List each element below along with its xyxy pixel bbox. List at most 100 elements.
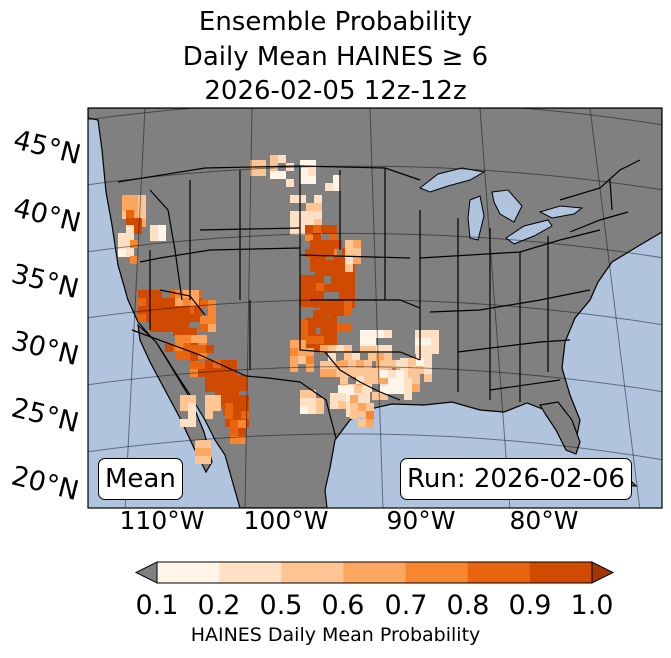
shade-cell (286, 163, 294, 171)
shade-cell (233, 395, 241, 403)
shade-cell (366, 411, 374, 419)
shade-cell (278, 171, 286, 179)
shade-cell (181, 328, 189, 336)
shade-cell (180, 403, 188, 411)
shade-cell (316, 406, 324, 414)
shade-cell (347, 276, 355, 284)
shade-cell (221, 368, 229, 376)
shade-cell (323, 260, 331, 268)
shade-cell (298, 211, 306, 219)
shade-cell (286, 179, 294, 187)
shade-cell (174, 308, 182, 316)
shade-cell (339, 268, 347, 276)
colorbar-tick-6: 0.9 (508, 590, 552, 621)
shade-cell (225, 411, 233, 419)
shade-cell (215, 375, 223, 383)
shade-cell (339, 260, 347, 268)
shade-cell (318, 248, 326, 256)
shade-cell (238, 428, 246, 436)
shade-cell (344, 353, 352, 361)
colorbar-segment (157, 562, 220, 583)
shade-cell (388, 370, 396, 378)
shade-cell (320, 300, 328, 308)
shade-cell (339, 292, 347, 300)
shade-cell (344, 300, 352, 308)
shade-cell (400, 358, 408, 366)
shade-cell (198, 345, 206, 353)
shade-cell (404, 392, 412, 400)
shade-cell (241, 411, 249, 419)
shade-cell (380, 392, 388, 400)
shade-cell (165, 344, 173, 352)
shade-cell (308, 398, 316, 406)
shade-cell (250, 168, 258, 176)
shade-cell (306, 211, 314, 219)
shade-cell (300, 275, 308, 283)
colorbar-tick-1: 0.2 (197, 590, 241, 621)
shade-cell (331, 276, 339, 284)
colorbar-segments (157, 562, 593, 583)
shade-cell (126, 225, 134, 233)
shade-cell (305, 233, 313, 241)
shade-cell (308, 168, 316, 176)
shade-cell (308, 291, 316, 299)
shade-cell (321, 225, 329, 233)
shade-cell (352, 353, 360, 361)
shade-cell (396, 370, 404, 378)
shade-cell (175, 335, 183, 343)
colorbar-under-arrow (134, 561, 158, 584)
shade-cell (190, 353, 198, 361)
shade-cell (423, 330, 431, 338)
shade-cell (364, 368, 372, 376)
shade-cell (358, 419, 366, 427)
shade-cell (356, 360, 364, 368)
shade-cell (122, 203, 130, 211)
shade-cell (338, 393, 346, 401)
shade-cell (310, 264, 318, 272)
shade-cell (205, 368, 213, 376)
shade-cell (183, 351, 191, 359)
shade-cell (208, 316, 216, 324)
shade-cell (290, 211, 298, 219)
shade-cell (353, 240, 361, 248)
shade-cell (345, 240, 353, 248)
shade-cell (238, 436, 246, 444)
shade-cell (305, 249, 313, 257)
shade-cell (195, 440, 203, 448)
shade-cell (339, 284, 347, 292)
colorbar-over-arrow (591, 561, 615, 584)
shade-cell (118, 233, 126, 241)
shade-cell (345, 264, 353, 272)
shade-cell (331, 260, 339, 268)
shade-cell (138, 211, 146, 219)
shade-cell (213, 360, 221, 368)
shade-cell (200, 324, 208, 332)
shade-cell (384, 330, 392, 338)
shade-cell (306, 364, 314, 372)
shade-cell (126, 233, 134, 241)
shade-cell (380, 370, 388, 378)
shade-cell (180, 419, 188, 427)
shade-cell (188, 403, 196, 411)
shade-cell (347, 284, 355, 292)
shade-cell (150, 324, 158, 332)
shade-cell (231, 383, 239, 391)
shade-cell (376, 330, 384, 338)
shade-cell (174, 316, 182, 324)
shade-cell (138, 298, 146, 306)
shade-cell (316, 291, 324, 299)
shade-cell (310, 256, 318, 264)
shade-cell (138, 290, 146, 298)
shade-cell (316, 336, 324, 344)
shade-cell (321, 318, 329, 326)
colorbar-segment (467, 562, 531, 583)
shade-cell (423, 346, 431, 354)
shade-cell (203, 456, 211, 464)
shade-cell (368, 338, 376, 346)
shade-cell (329, 310, 337, 318)
shade-cell (416, 366, 424, 374)
shade-cell (308, 328, 316, 336)
shade-cell (362, 393, 370, 401)
shade-cell (191, 290, 199, 298)
shade-cell (138, 203, 146, 211)
